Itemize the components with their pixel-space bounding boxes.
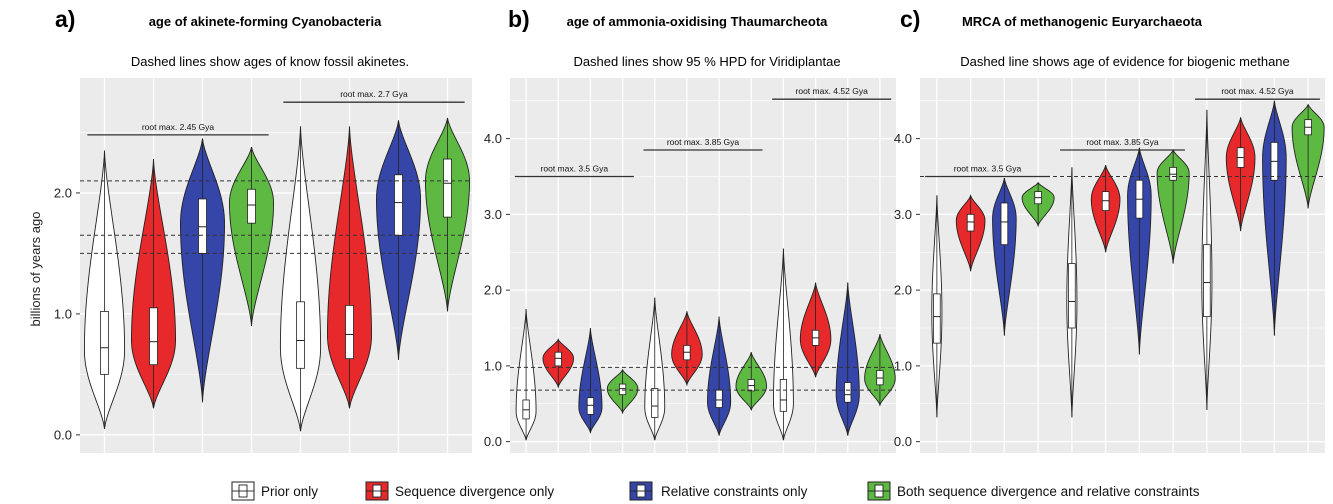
panel-b-y-tick-label: 2.0: [484, 283, 502, 298]
panel-a-box-6: [345, 305, 354, 360]
panel-c-subtitle: Dashed line shows age of evidence for bi…: [960, 54, 1290, 69]
panel-b-box-3: [586, 397, 595, 415]
panel-c-box-5: [1068, 263, 1076, 329]
panel-c-y-tick-label: 1.0: [894, 358, 912, 373]
legend-item-both: Both sequence divergence and relative co…: [867, 481, 1200, 501]
panel-b-letter: b): [508, 6, 530, 32]
panel-c-root-label-3: root max. 4.52 Gya: [1221, 86, 1294, 96]
panel-b-root-label-3: root max. 4.52 Gya: [796, 86, 869, 96]
legend-label-prior: Prior only: [261, 484, 318, 499]
panel-b-root-label-2: root max. 3.85 Gya: [667, 137, 740, 147]
panel-b-box-7: [715, 389, 723, 408]
panel-b-box-9: [779, 379, 788, 412]
panel-b-root-label-1: root max. 3.5 Gya: [541, 163, 609, 173]
panel-c-plot: 0.0 1.0 2.0 3.0 4.0 root max. 3.5 Gya root max…: [894, 78, 1325, 453]
legend: Prior only Sequence divergence only Rela…: [231, 481, 1200, 501]
panel-c-box-3: [1000, 202, 1009, 246]
panel-a-box-4: [247, 188, 256, 224]
panel-a-title: age of akinete-forming Cyanobacteria: [149, 14, 382, 29]
panel-b-y-tick-label: 3.0: [484, 207, 502, 222]
panel-c-y-tick-label: 0.0: [894, 434, 912, 449]
panel-b-y-tick-label: 4.0: [484, 131, 502, 146]
panel-b-y-tick-label: 0.0: [484, 434, 502, 449]
legend-item-relative: Relative constraints only: [629, 481, 808, 501]
panel-c-box-2: [966, 213, 975, 232]
panel-a-box-8: [443, 158, 452, 218]
panel-a-box-1: [100, 311, 109, 375]
panel-b-subtitle: Dashed lines show 95 % HPD for Viridipla…: [573, 54, 840, 69]
panel-c-root-label-1: root max. 3.5 Gya: [954, 163, 1022, 173]
panel-b-box-5: [651, 388, 659, 418]
panel-c-y-tick-label: 4.0: [894, 131, 912, 146]
panel-c-y-tick-label: 2.0: [894, 283, 912, 298]
panel-a-y-tick-label: 2.0: [54, 185, 72, 200]
panel-c-letter: c): [900, 6, 920, 32]
panel-c-root-label-2: root max. 3.85 Gya: [1086, 137, 1159, 147]
legend-item-prior: Prior only: [231, 481, 318, 501]
panel-a-plot: 0.0 1.0 2.0 root max. 2.45 Gya root max. 2.7…: [54, 78, 472, 453]
panel-b-box-2: [554, 351, 562, 367]
panel-a-y-axis-label: billions of years ago: [28, 212, 43, 327]
panel-a-root-label-1: root max. 2.45 Gya: [142, 122, 215, 132]
panel-a-letter: a): [55, 6, 75, 32]
legend-item-sequence: Sequence divergence only: [365, 481, 554, 501]
panel-b-y-tick-label: 1.0: [484, 358, 502, 373]
legend-label-sequence: Sequence divergence only: [395, 484, 554, 499]
panel-b-box-11: [844, 382, 852, 403]
panel-a-y-tick-label: 1.0: [54, 306, 72, 321]
panel-a-subtitle: Dashed lines show ages of know fossil ak…: [131, 54, 409, 69]
panel-c-box-9: [1203, 244, 1211, 318]
panel-c-background: [920, 78, 1325, 453]
panel-b-plot: 0.0 1.0 2.0 3.0 4.0 root max. 3.5 Gya root max…: [484, 78, 896, 453]
panel-a-y-tick-label: 0.0: [54, 427, 72, 442]
panel-c-title: MRCA of methanogenic Euryarchaeota: [962, 14, 1203, 29]
panel-a-box-5: [296, 301, 305, 369]
panel-c-box-1: [933, 293, 941, 344]
panel-b-title: age of ammonia-oxidising Thaumarcheota: [567, 14, 829, 29]
panel-a-box-3: [198, 198, 207, 254]
legend-label-both: Both sequence divergence and relative co…: [897, 484, 1200, 499]
legend-label-relative: Relative constraints only: [661, 484, 808, 499]
panel-a-box-7: [394, 174, 403, 236]
panel-c-y-tick-label: 3.0: [894, 207, 912, 222]
panel-a-box-2: [149, 307, 158, 366]
panel-a-root-label-2: root max. 2.7 Gya: [340, 89, 408, 99]
panel-b-box-4: [618, 383, 627, 396]
